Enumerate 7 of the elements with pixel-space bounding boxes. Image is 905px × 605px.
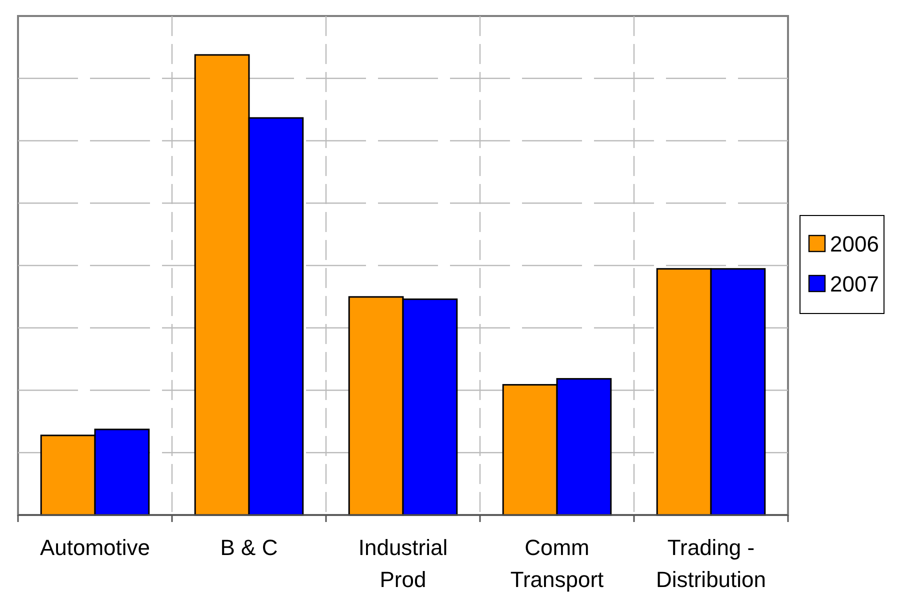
x-tick-label: B & C <box>220 535 278 560</box>
x-tick-label: Trading - Distribution <box>656 535 766 592</box>
legend-label: 2007 <box>830 272 879 296</box>
legend-label: 2006 <box>830 232 879 256</box>
x-tick-label: Automotive <box>40 535 150 560</box>
x-tick-label: Industrial Prod <box>358 535 448 592</box>
x-tick-label: Comm Transport <box>510 535 604 592</box>
